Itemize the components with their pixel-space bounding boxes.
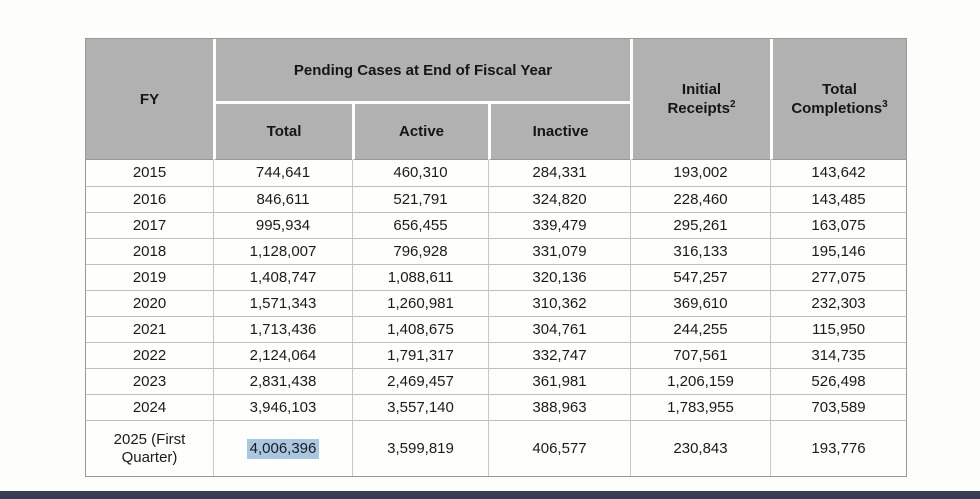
table-header: FY Pending Cases at End of Fiscal Year I… xyxy=(86,39,907,160)
cell-receipts: 193,002 xyxy=(630,160,771,186)
cell-active: 796,928 xyxy=(352,238,488,264)
cell-completions: 193,776 xyxy=(770,420,907,476)
table-row: 2020 1,571,343 1,260,981 310,362 369,610… xyxy=(86,290,907,316)
cell-receipts: 1,783,955 xyxy=(630,394,771,420)
cell-completions: 703,589 xyxy=(770,394,907,420)
cell-active: 1,088,611 xyxy=(352,264,488,290)
table-row: 2019 1,408,747 1,088,611 320,136 547,257… xyxy=(86,264,907,290)
table-row: 2023 2,831,438 2,469,457 361,981 1,206,1… xyxy=(86,368,907,394)
cell-active: 1,408,675 xyxy=(352,316,488,342)
cell-total: 2,124,064 xyxy=(213,342,352,368)
cell-receipts: 547,257 xyxy=(630,264,771,290)
cell-active: 3,599,819 xyxy=(352,420,488,476)
cell-total: 846,611 xyxy=(213,186,352,212)
cell-completions: 163,075 xyxy=(770,212,907,238)
cell-active: 2,469,457 xyxy=(352,368,488,394)
table-row: 2025 (First Quarter) 4,006,396 3,599,819… xyxy=(86,420,907,476)
cell-inactive: 406,577 xyxy=(488,420,631,476)
table-row: 2015 744,641 460,310 284,331 193,002 143… xyxy=(86,160,907,186)
cell-receipts: 707,561 xyxy=(630,342,771,368)
cell-completions: 314,735 xyxy=(770,342,907,368)
cell-fy: 2015 xyxy=(86,160,213,186)
cell-completions: 526,498 xyxy=(770,368,907,394)
cell-receipts: 1,206,159 xyxy=(630,368,771,394)
cell-active: 3,557,140 xyxy=(352,394,488,420)
cell-active: 521,791 xyxy=(352,186,488,212)
table-row: 2018 1,128,007 796,928 331,079 316,133 1… xyxy=(86,238,907,264)
cell-receipts: 244,255 xyxy=(630,316,771,342)
col-header-total-completions: Total Completions3 xyxy=(770,39,907,160)
cell-inactive: 331,079 xyxy=(488,238,631,264)
cell-active: 1,791,317 xyxy=(352,342,488,368)
cell-fy: 2025 (First Quarter) xyxy=(86,420,213,476)
cell-completions: 232,303 xyxy=(770,290,907,316)
cell-total: 4,006,396 xyxy=(213,420,352,476)
cell-completions: 195,146 xyxy=(770,238,907,264)
cell-active: 656,455 xyxy=(352,212,488,238)
cell-inactive: 361,981 xyxy=(488,368,631,394)
table-row: 2017 995,934 656,455 339,479 295,261 163… xyxy=(86,212,907,238)
table-body: 2015 744,641 460,310 284,331 193,002 143… xyxy=(86,160,907,476)
table-row: 2022 2,124,064 1,791,317 332,747 707,561… xyxy=(86,342,907,368)
cell-fy: 2021 xyxy=(86,316,213,342)
col-header-active: Active xyxy=(352,101,488,160)
cell-inactive: 304,761 xyxy=(488,316,631,342)
cell-total: 995,934 xyxy=(213,212,352,238)
footnote-marker-2: 2 xyxy=(730,99,736,110)
cell-total: 1,128,007 xyxy=(213,238,352,264)
cell-total: 3,946,103 xyxy=(213,394,352,420)
cell-receipts: 228,460 xyxy=(630,186,771,212)
cell-completions: 143,642 xyxy=(770,160,907,186)
cell-fy: 2016 xyxy=(86,186,213,212)
col-header-total-completions-line1: Total xyxy=(822,81,857,98)
col-header-initial-receipts-line1: Initial xyxy=(681,81,722,98)
cell-receipts: 230,843 xyxy=(630,420,771,476)
cell-inactive: 324,820 xyxy=(488,186,631,212)
col-header-total: Total xyxy=(213,101,352,160)
cell-total: 1,408,747 xyxy=(213,264,352,290)
col-header-fy: FY xyxy=(86,39,213,160)
footnote-marker-3: 3 xyxy=(882,99,888,110)
cell-fy: 2019 xyxy=(86,264,213,290)
cell-inactive: 310,362 xyxy=(488,290,631,316)
cell-total: 1,713,436 xyxy=(213,316,352,342)
cell-receipts: 316,133 xyxy=(630,238,771,264)
table-row: 2021 1,713,436 1,408,675 304,761 244,255… xyxy=(86,316,907,342)
col-header-initial-receipts: Initial Receipts2 xyxy=(630,39,771,160)
cell-inactive: 284,331 xyxy=(488,160,631,186)
cell-receipts: 369,610 xyxy=(630,290,771,316)
cell-total: 2,831,438 xyxy=(213,368,352,394)
cell-fy: 2024 xyxy=(86,394,213,420)
cell-fy: 2018 xyxy=(86,238,213,264)
cell-active: 460,310 xyxy=(352,160,488,186)
cell-inactive: 332,747 xyxy=(488,342,631,368)
cell-completions: 143,485 xyxy=(770,186,907,212)
table-row: 2016 846,611 521,791 324,820 228,460 143… xyxy=(86,186,907,212)
col-header-pending-group: Pending Cases at End of Fiscal Year xyxy=(213,39,631,101)
table-row: 2024 3,946,103 3,557,140 388,963 1,783,9… xyxy=(86,394,907,420)
col-header-inactive: Inactive xyxy=(488,101,631,160)
cell-completions: 115,950 xyxy=(770,316,907,342)
cell-fy: 2022 xyxy=(86,342,213,368)
selected-text-highlight: 4,006,396 xyxy=(246,438,320,459)
col-header-total-completions-line2: Completions3 xyxy=(791,99,888,118)
cell-inactive: 388,963 xyxy=(488,394,631,420)
pending-cases-table: FY Pending Cases at End of Fiscal Year I… xyxy=(85,38,908,477)
cell-completions: 277,075 xyxy=(770,264,907,290)
cell-receipts: 295,261 xyxy=(630,212,771,238)
cell-fy: 2017 xyxy=(86,212,213,238)
cell-fy: 2023 xyxy=(86,368,213,394)
cell-total: 744,641 xyxy=(213,160,352,186)
col-header-initial-receipts-line2: Receipts2 xyxy=(667,99,736,118)
cell-fy: 2020 xyxy=(86,290,213,316)
cell-inactive: 339,479 xyxy=(488,212,631,238)
cell-total: 1,571,343 xyxy=(213,290,352,316)
cell-inactive: 320,136 xyxy=(488,264,631,290)
cell-active: 1,260,981 xyxy=(352,290,488,316)
bottom-bar xyxy=(0,491,980,499)
